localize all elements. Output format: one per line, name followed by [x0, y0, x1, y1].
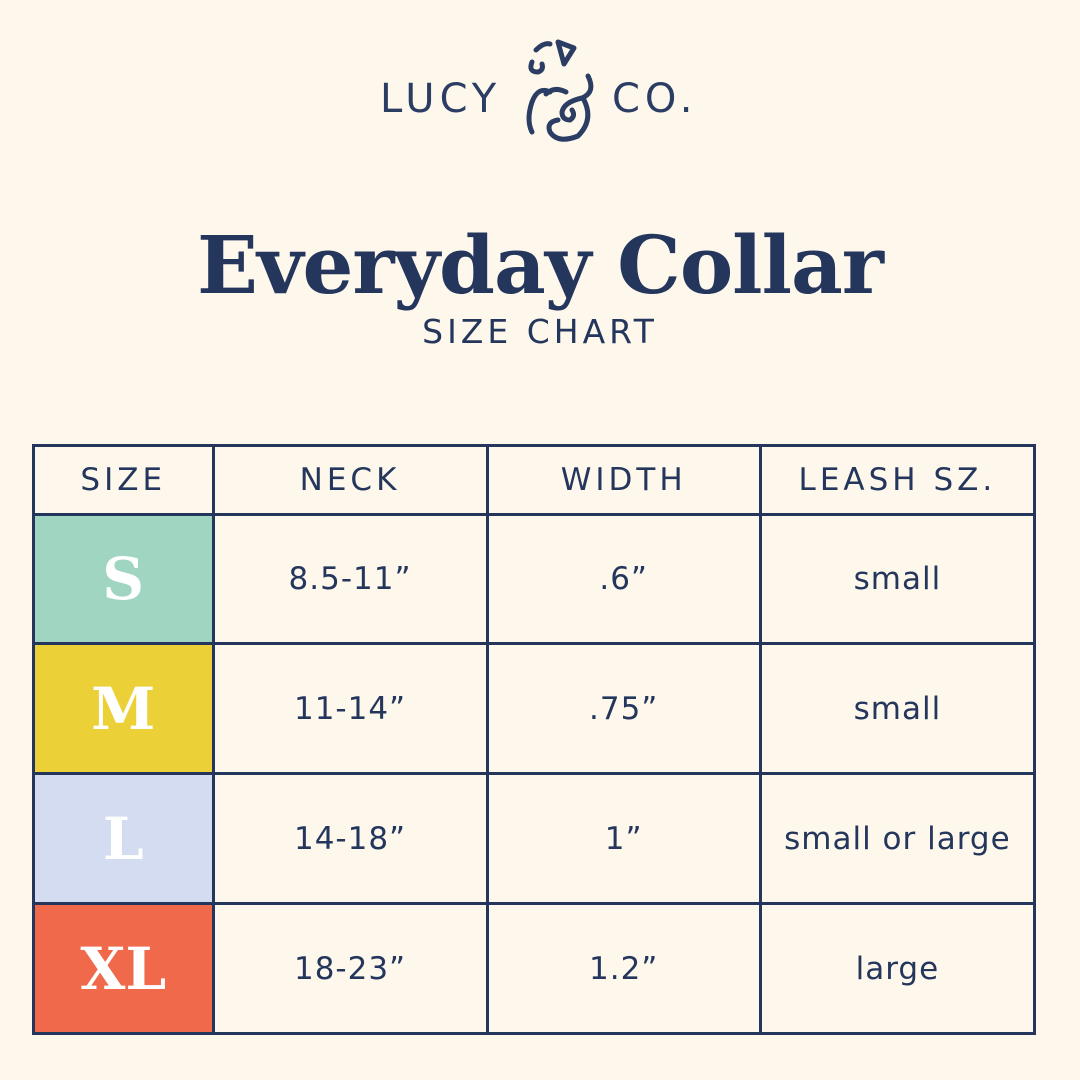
size-cell: L — [32, 772, 215, 906]
width-cell: .75” — [485, 642, 762, 776]
size-cell: XL — [32, 902, 215, 1035]
neck-cell: 18-23” — [211, 902, 489, 1035]
brand-name-left: LUCY — [380, 76, 502, 122]
size-cell: M — [32, 642, 215, 776]
size-cell: S — [32, 512, 215, 646]
table-row: L 14-18” 1” small or large — [32, 772, 1037, 906]
header-width: WIDTH — [485, 444, 762, 516]
page-subtitle: SIZE CHART — [422, 312, 658, 351]
brand-logo: LUCY CO. — [380, 36, 710, 146]
size-chart-table: SIZE NECK WIDTH LEASH SZ. S 8.5-11” .6” … — [32, 444, 1037, 1035]
brand-name-right: CO. — [612, 76, 698, 122]
header-size: SIZE — [32, 444, 215, 516]
width-cell: 1” — [485, 772, 762, 906]
leash-cell: small or large — [758, 772, 1037, 906]
width-cell: 1.2” — [485, 902, 762, 1035]
table-row: M 11-14” .75” small — [32, 642, 1037, 776]
table-row: XL 18-23” 1.2” large — [32, 902, 1037, 1035]
neck-cell: 11-14” — [211, 642, 489, 776]
header-neck: NECK — [211, 444, 489, 516]
leash-cell: small — [758, 512, 1037, 646]
leash-cell: small — [758, 642, 1037, 776]
leash-cell: large — [758, 902, 1037, 1035]
ampersand-dog-icon — [526, 39, 594, 142]
header-leash: LEASH SZ. — [758, 444, 1037, 516]
page-title: Everyday Collar — [197, 218, 884, 312]
width-cell: .6” — [485, 512, 762, 646]
neck-cell: 14-18” — [211, 772, 489, 906]
neck-cell: 8.5-11” — [211, 512, 489, 646]
table-header-row: SIZE NECK WIDTH LEASH SZ. — [32, 444, 1037, 516]
table-row: S 8.5-11” .6” small — [32, 512, 1037, 646]
